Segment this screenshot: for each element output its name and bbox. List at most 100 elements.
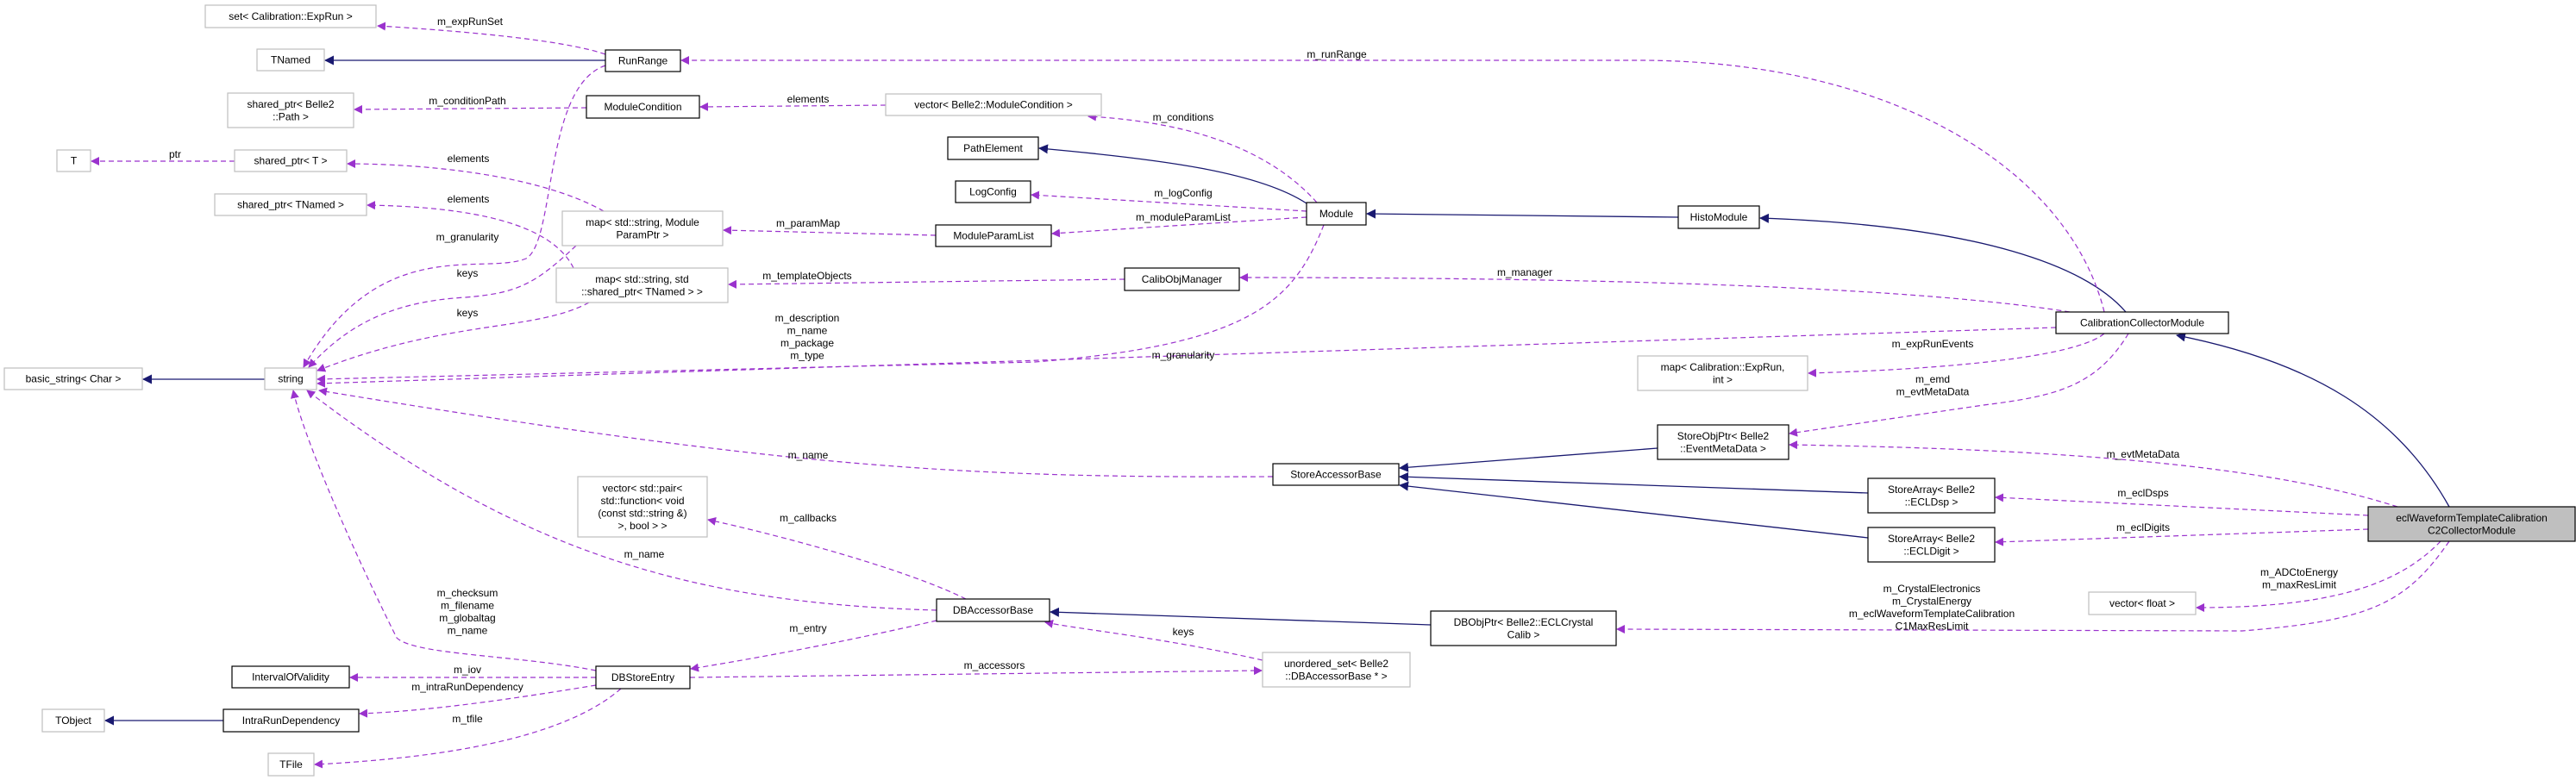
node-box bbox=[1430, 610, 1617, 646]
node-label: shared_ptr< T > bbox=[254, 155, 328, 167]
node-box bbox=[2367, 506, 2576, 542]
edge-label-text: m_CrystalElectronics bbox=[1883, 583, 1981, 595]
node-label: ModuleParamList bbox=[953, 230, 1034, 242]
node-box bbox=[605, 49, 681, 72]
node-t[interactable]: T bbox=[56, 149, 91, 172]
node-box bbox=[214, 193, 367, 216]
node-label: map< std::string, std bbox=[595, 273, 688, 285]
edge-label-text: m_ADCtoEnergy bbox=[2260, 566, 2338, 578]
edge-label-elements-t: elements bbox=[448, 153, 490, 165]
edge-label-elements-tnamed: elements bbox=[448, 193, 490, 205]
node-string[interactable]: string bbox=[264, 367, 317, 390]
node-tnamed[interactable]: TNamed bbox=[256, 48, 325, 72]
node-set-exp-run[interactable]: set< Calibration::ExpRun > bbox=[204, 4, 377, 28]
node-log-config[interactable]: LogConfig bbox=[955, 180, 1031, 203]
node-label: ::EventMetaData > bbox=[1680, 442, 1766, 454]
node-store-accessor-base[interactable]: StoreAccessorBase bbox=[1272, 463, 1400, 486]
node-label: Module bbox=[1319, 208, 1354, 220]
edge-label-keys-db: keys bbox=[1173, 626, 1194, 638]
usage-edge-dbstore-entry-to-string bbox=[290, 390, 597, 671]
node-ecl-module[interactable]: eclWaveformTemplateCalibrationC2Collecto… bbox=[2367, 506, 2576, 542]
edge-label-ecl-digits: m_eclDigits bbox=[2116, 521, 2170, 534]
node-shared-t[interactable]: shared_ptr< T > bbox=[234, 149, 348, 172]
edge-label-text: m_granularity bbox=[436, 231, 499, 243]
node-store-array-dsp[interactable]: StoreArray< Belle2::ECLDsp > bbox=[1867, 477, 1996, 514]
inheritance-edge-store-array-dsp-to-store-accessor-base bbox=[1399, 471, 1869, 494]
edge-label-text: m_templateObjects bbox=[762, 270, 851, 282]
node-label: shared_ptr< Belle2 bbox=[247, 98, 334, 110]
node-intra-run-dependency[interactable]: IntraRunDependency bbox=[223, 708, 360, 733]
node-path-element[interactable]: PathElement bbox=[947, 136, 1039, 160]
edge-label-elements-mc: elements bbox=[787, 93, 830, 105]
edge-label-text: m_description bbox=[775, 312, 840, 324]
edge-label-log-config: m_logConfig bbox=[1154, 187, 1212, 199]
node-label: TObject bbox=[55, 714, 91, 727]
node-module-param-list[interactable]: ModuleParamList bbox=[935, 224, 1052, 247]
edge-label-text: m_evtMetaData bbox=[1896, 386, 1970, 398]
usage-edge-ecl-module-to-store-array-dsp bbox=[1995, 493, 2369, 516]
node-label: ModuleCondition bbox=[604, 101, 681, 113]
usage-edge-store-accessor-base-to-string bbox=[318, 387, 1274, 477]
node-box bbox=[1637, 355, 1808, 391]
node-box bbox=[223, 708, 360, 733]
node-box bbox=[231, 665, 350, 689]
node-box bbox=[56, 149, 91, 172]
node-label: set< Calibration::ExpRun > bbox=[229, 10, 352, 22]
usage-edge-calibration-collector-module-to-string bbox=[317, 327, 2057, 388]
inheritance-edge-histo-module-to-module bbox=[1366, 209, 1679, 219]
node-tfile[interactable]: TFile bbox=[267, 752, 315, 777]
node-label: RunRange bbox=[618, 55, 668, 67]
node-unordered-set[interactable]: unordered_set< Belle2::DBAccessorBase * … bbox=[1262, 652, 1411, 688]
usage-edge-module-to-log-config bbox=[1031, 190, 1307, 212]
usage-edge-ecl-module-to-vector-float bbox=[2196, 540, 2441, 612]
edge-label-text: m_name bbox=[788, 449, 829, 461]
edge-label-text: m_emd bbox=[1915, 373, 1950, 385]
node-store-array-digit[interactable]: StoreArray< Belle2::ECLDigit > bbox=[1867, 527, 1996, 563]
node-interval-of-validity[interactable]: IntervalOfValidity bbox=[231, 665, 350, 689]
usage-edge-map-tnamed-to-string bbox=[317, 302, 590, 372]
node-box bbox=[595, 665, 691, 690]
node-label: unordered_set< Belle2 bbox=[1284, 658, 1388, 670]
node-map-tnamed[interactable]: map< std::string, std::shared_ptr< TName… bbox=[555, 267, 729, 303]
edge-label-text: m_conditionPath bbox=[429, 95, 505, 107]
node-basic-string[interactable]: basic_string< Char > bbox=[3, 367, 143, 390]
node-box bbox=[2055, 311, 2229, 334]
node-box bbox=[1867, 527, 1996, 563]
edge-label-text: m_eclDigits bbox=[2116, 521, 2170, 534]
node-calibration-collector-module[interactable]: CalibrationCollectorModule bbox=[2055, 311, 2229, 334]
node-shared-path[interactable]: shared_ptr< Belle2::Path > bbox=[227, 92, 354, 128]
node-box bbox=[561, 210, 724, 246]
node-dbstore-entry[interactable]: DBStoreEntry bbox=[595, 665, 691, 690]
edge-label-text: keys bbox=[457, 307, 479, 319]
node-histo-module[interactable]: HistoModule bbox=[1677, 205, 1760, 229]
edge-label-name-dba: m_name bbox=[624, 548, 665, 560]
usage-edge-module-param-list-to-map-param bbox=[723, 226, 937, 236]
node-dbaccessor-base[interactable]: DBAccessorBase bbox=[936, 598, 1050, 622]
node-vector-float[interactable]: vector< float > bbox=[2088, 591, 2197, 615]
node-label: IntervalOfValidity bbox=[252, 671, 329, 683]
node-label: eclWaveformTemplateCalibration bbox=[2396, 512, 2548, 524]
node-box bbox=[577, 476, 708, 538]
node-map-exp-run[interactable]: map< Calibration::ExpRun,int > bbox=[1637, 355, 1808, 391]
node-module[interactable]: Module bbox=[1306, 202, 1367, 226]
node-vector-mc[interactable]: vector< Belle2::ModuleCondition > bbox=[885, 93, 1102, 116]
node-calib-obj-manager[interactable]: CalibObjManager bbox=[1124, 267, 1240, 291]
node-shared-tnamed[interactable]: shared_ptr< TNamed > bbox=[214, 193, 367, 216]
node-vector-pair[interactable]: vector< std::pair<std::function< void(co… bbox=[577, 476, 708, 538]
edge-label-condition-path: m_conditionPath bbox=[429, 95, 505, 107]
edge-label-callbacks: m_callbacks bbox=[780, 512, 837, 524]
usage-edge-module-to-vector-mc bbox=[1087, 112, 1318, 203]
node-module-condition[interactable]: ModuleCondition bbox=[586, 95, 700, 119]
node-label: ::ECLDsp > bbox=[1905, 496, 1959, 508]
node-tobject[interactable]: TObject bbox=[41, 708, 105, 733]
node-store-obj-ptr[interactable]: StoreObjPtr< Belle2::EventMetaData > bbox=[1657, 424, 1789, 460]
node-box bbox=[1306, 202, 1367, 226]
edge-label-keys2: keys bbox=[457, 307, 479, 319]
node-label: CalibrationCollectorModule bbox=[2080, 317, 2204, 329]
node-run-range[interactable]: RunRange bbox=[605, 49, 681, 72]
